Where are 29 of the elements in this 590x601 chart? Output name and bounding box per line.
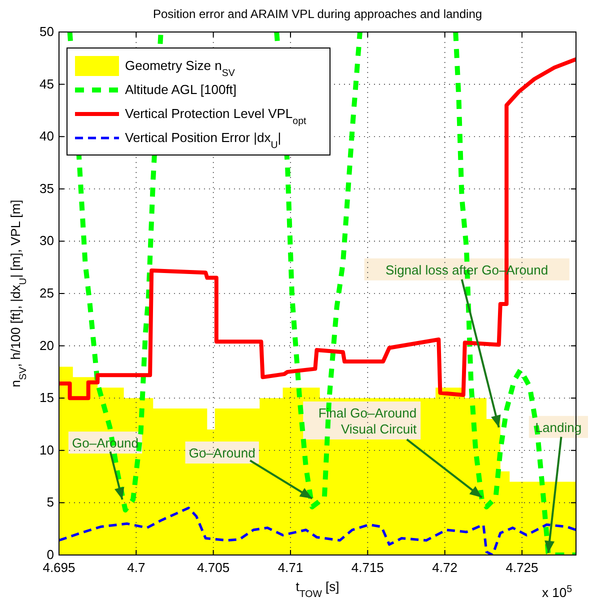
annotation: Go–Around [188, 446, 256, 461]
x-tick-label: 4.705 [197, 560, 230, 575]
y-tick-label: 10 [40, 442, 54, 458]
line-series [59, 506, 576, 555]
legend-label: Altitude AGL [100ft] [125, 82, 237, 97]
y-tick-label: 40 [40, 128, 54, 144]
x-tick-label: 4.71 [278, 560, 304, 575]
y-tick-label: 45 [40, 76, 54, 92]
y-tick-label: 50 [40, 24, 54, 39]
y-tick-label: 20 [40, 338, 54, 353]
annotation: Final Go–Around Visual Circuit [318, 405, 417, 436]
legend-label: Vertical Protection Level VPL$_{opt}$ [125, 106, 306, 126]
legend-label: Vertical Position Error |dx$_{U}$| [125, 130, 282, 150]
y-tick-label: 30 [40, 233, 54, 248]
y-tick-label: 0 [46, 547, 54, 562]
x-tick-label: 4.695 [42, 560, 76, 575]
y-tick-label: 25 [40, 286, 54, 300]
legend-label: Geometry Size n$_{SV}$ [125, 58, 236, 78]
y-tick-label: 35 [40, 180, 54, 196]
x-axis-title: t$_{TOW}$ [s] [296, 579, 340, 600]
x-tick-label: 4.7 [127, 560, 146, 575]
line-series [59, 57, 576, 400]
chart-title: Position error and ARAIM VPL during approaches and landing [152, 7, 482, 21]
x-tick-label: 4.715 [351, 560, 384, 575]
x-tick-label: 4.725 [506, 560, 538, 575]
y-tick-label: 15 [40, 390, 54, 406]
text: x 10$^{5}$ [542, 584, 573, 600]
y-tick-label: 5 [46, 494, 54, 510]
x-tick-label: 4.72 [432, 560, 458, 575]
